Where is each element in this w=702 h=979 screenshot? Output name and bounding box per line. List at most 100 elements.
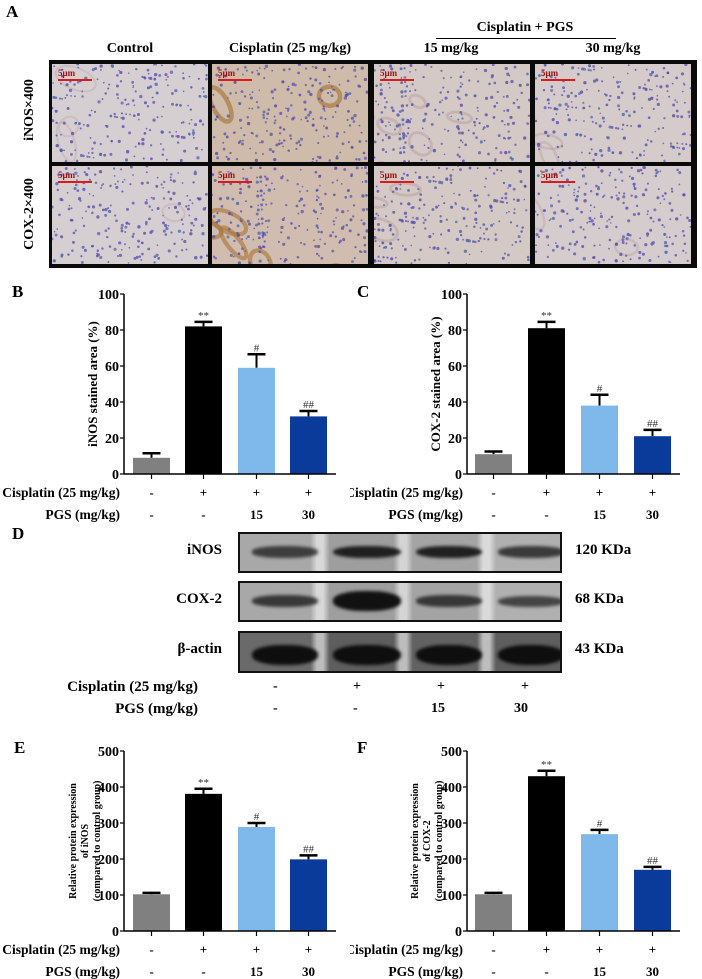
y-tick-label: 40 [448, 396, 462, 411]
significance-marker: ** [541, 310, 552, 322]
scale-bar [380, 181, 414, 183]
cisplatin-value: + [253, 942, 260, 957]
blot-pgs-label: PGS (mg/kg) [115, 701, 198, 717]
significance-marker: ** [198, 777, 209, 789]
panel-letter-e: E [14, 738, 26, 757]
pgs-label: PGS (mg/kg) [388, 964, 463, 979]
blot-band [498, 595, 560, 607]
micrograph-cox2-4: 5μm [535, 166, 691, 264]
pgs-label: PGS (mg/kg) [45, 507, 120, 522]
scale-bar-label: 5μm [218, 170, 236, 180]
pgs-value: - [201, 964, 205, 979]
cisplatin-value: + [543, 942, 550, 957]
kda-cox2: 68 KDa [575, 591, 624, 607]
blot-band [252, 595, 318, 607]
micrograph-inos-1: 5μm [52, 64, 208, 162]
y-tick-label: 60 [448, 360, 462, 375]
significance-marker: ** [198, 310, 209, 322]
pgs-value: - [149, 964, 153, 979]
pgs-value: 30 [302, 964, 315, 979]
bar-1 [133, 894, 170, 931]
y-axis-label: COX-2 stained area (%) [428, 316, 443, 451]
pgs-value: 15 [593, 964, 607, 979]
western-blot-inos [238, 532, 562, 573]
y-axis-label: of iNOS [80, 823, 91, 858]
bar-4 [634, 436, 671, 474]
col-header-control: Control [106, 41, 154, 56]
micrograph-cox2-1: 5μm [52, 166, 208, 264]
significance-marker: ## [647, 855, 659, 867]
cisplatin-label: Cisplatin (25 mg/kg) [350, 942, 463, 957]
group-header: Cisplatin + PGS [476, 20, 574, 35]
blot-band [416, 545, 482, 559]
scale-bar-label: 5μm [58, 170, 76, 180]
scale-bar [218, 181, 252, 183]
blot-band [333, 545, 401, 559]
cisplatin-value: - [149, 485, 153, 500]
micrograph-inos-4: 5μm [535, 64, 691, 162]
micrograph-inos-3: 5μm [374, 64, 530, 162]
cisplatin-value: - [149, 942, 153, 957]
y-axis-label: (compared to control group) [434, 781, 445, 902]
cisplatin-value: + [200, 942, 207, 957]
pgs-label: PGS (mg/kg) [45, 964, 120, 979]
bar-4 [290, 859, 327, 931]
y-tick-label: 80 [448, 324, 462, 339]
western-blot-cox2 [238, 581, 562, 622]
y-axis-label: (compared to control group) [92, 781, 103, 902]
y-tick-label: 100 [441, 288, 462, 303]
scale-bar [541, 79, 575, 81]
y-tick-label: 0 [455, 468, 462, 483]
blot-band [252, 546, 318, 558]
y-tick-label: 400 [98, 781, 119, 796]
panel-letter-f: F [357, 738, 368, 757]
scale-bar [58, 181, 92, 183]
scale-bar-label: 5μm [58, 68, 76, 78]
panel-letter-d: D [12, 524, 25, 543]
bar-3 [581, 405, 618, 474]
y-tick-label: 100 [98, 288, 119, 303]
y-tick-label: 100 [441, 889, 462, 904]
blot-band [416, 595, 482, 607]
y-tick-label: 500 [98, 745, 119, 760]
y-axis-label: Relative protein expression [410, 783, 421, 899]
cisplatin-value: + [305, 942, 312, 957]
significance-marker: # [597, 818, 603, 830]
y-axis-label: of COX-2 [422, 820, 433, 861]
y-tick-label: 100 [98, 889, 119, 904]
y-axis-label: iNOS stained area (%) [85, 321, 100, 447]
y-tick-label: 500 [441, 745, 462, 760]
col-header-pgs30: 30 mg/kg [585, 41, 641, 56]
col-header-pgs15: 15 mg/kg [423, 41, 479, 56]
micrograph-cox2-2: 5μm [212, 166, 368, 264]
y-tick-label: 0 [112, 925, 119, 940]
blot-pgs-1: - [273, 701, 278, 716]
blot-label-cox2: COX-2 [176, 591, 222, 607]
cisplatin-value: - [491, 942, 495, 957]
panel-letter-b: B [12, 282, 24, 301]
pgs-value: - [491, 964, 495, 979]
y-tick-label: 80 [105, 324, 119, 339]
y-tick-label: 400 [441, 781, 462, 796]
pgs-value: - [544, 507, 548, 522]
pgs-value: - [149, 507, 153, 522]
pgs-value: 30 [646, 964, 659, 979]
cisplatin-value: + [543, 485, 550, 500]
blot-cis-1: - [273, 679, 278, 694]
bar-4 [290, 416, 327, 474]
significance-marker: ## [303, 399, 315, 411]
row-label-inos: iNOS×400 [22, 79, 37, 141]
cisplatin-value: + [200, 485, 207, 500]
pgs-value: - [201, 507, 205, 522]
blot-label-beta-actin: β-actin [177, 641, 222, 657]
cisplatin-label: Cisplatin (25 mg/kg) [350, 485, 463, 500]
blot-band [333, 645, 401, 665]
y-tick-label: 200 [441, 853, 462, 868]
blot-label-inos: iNOS [186, 542, 222, 558]
scale-bar-label: 5μm [380, 68, 398, 78]
blot-pgs-2: - [353, 701, 358, 716]
bar-1 [475, 454, 512, 474]
bar-4 [634, 869, 671, 931]
